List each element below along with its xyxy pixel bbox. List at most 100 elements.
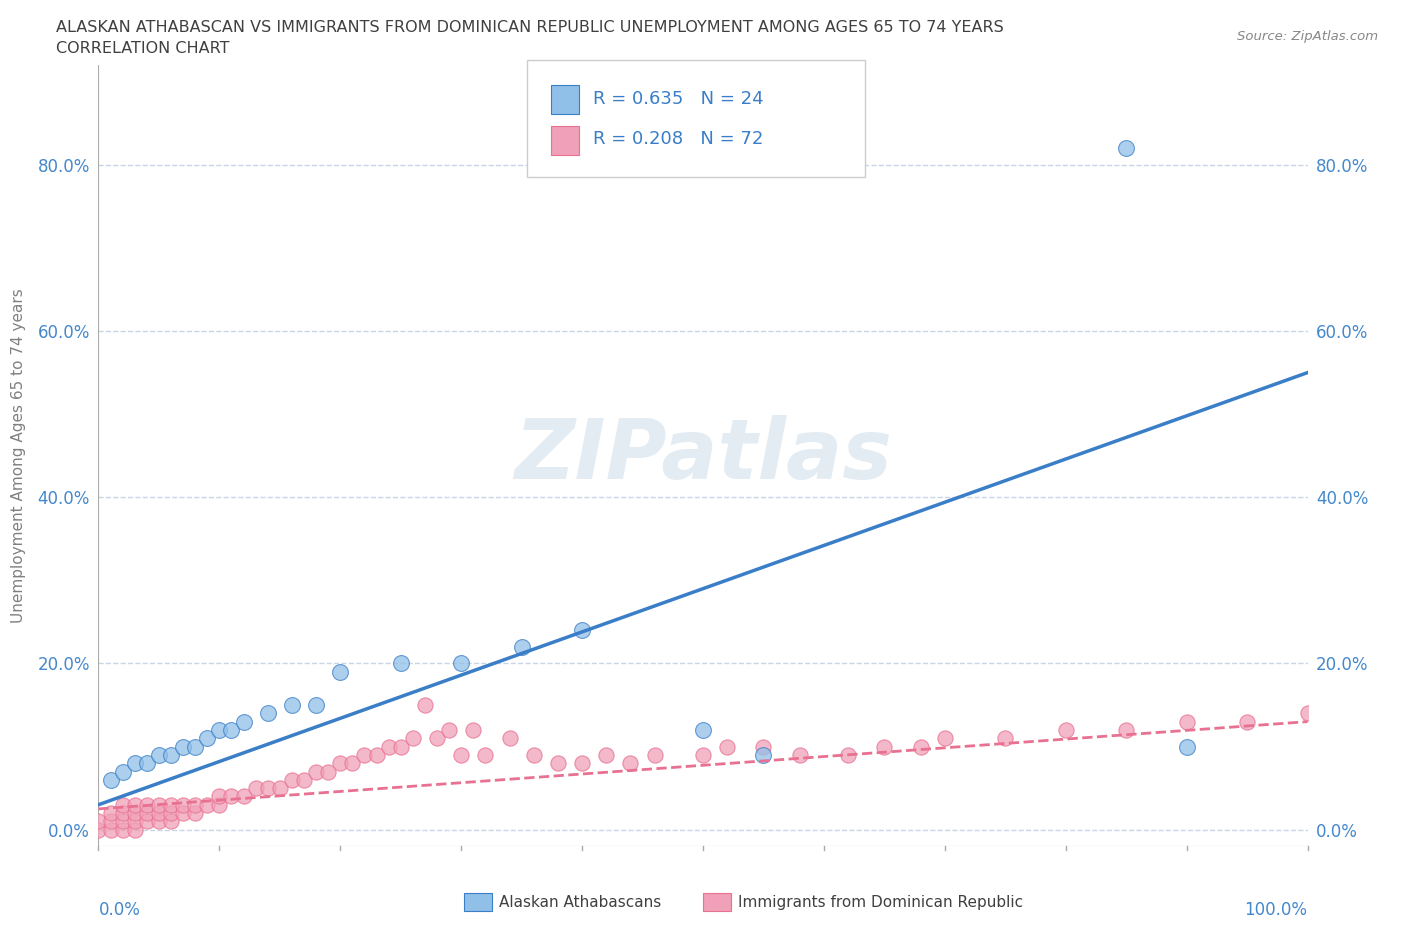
Point <box>111 805 134 820</box>
Point <box>463 723 485 737</box>
Point <box>426 731 449 746</box>
Point <box>571 623 593 638</box>
Point <box>571 756 593 771</box>
Point <box>450 748 472 763</box>
Point <box>1115 140 1137 155</box>
Point <box>184 739 207 754</box>
Point <box>1296 706 1319 721</box>
Point <box>1115 723 1137 737</box>
Text: Source: ZipAtlas.com: Source: ZipAtlas.com <box>1237 30 1378 43</box>
Point <box>752 748 775 763</box>
Point <box>498 731 520 746</box>
Point <box>256 780 278 795</box>
Point <box>160 814 183 829</box>
Point <box>789 748 811 763</box>
Text: Immigrants from Dominican Republic: Immigrants from Dominican Republic <box>738 895 1024 910</box>
Point <box>148 805 170 820</box>
Point <box>619 756 641 771</box>
Point <box>269 780 291 795</box>
Point <box>221 723 243 737</box>
Point <box>148 814 170 829</box>
Point <box>256 706 278 721</box>
Point <box>184 805 207 820</box>
Point <box>389 656 412 671</box>
Text: R = 0.635   N = 24: R = 0.635 N = 24 <box>593 89 763 108</box>
Point <box>208 789 231 804</box>
Point <box>329 664 352 679</box>
Point <box>692 748 714 763</box>
Point <box>135 756 157 771</box>
Point <box>184 797 207 812</box>
Point <box>111 797 134 812</box>
Point <box>450 656 472 671</box>
Point <box>232 714 254 729</box>
Point <box>111 764 134 779</box>
Point <box>377 739 399 754</box>
Text: ZIPatlas: ZIPatlas <box>515 415 891 497</box>
Point <box>148 797 170 812</box>
Point <box>305 698 328 712</box>
Point <box>366 748 388 763</box>
Point <box>1175 739 1198 754</box>
Point <box>160 805 183 820</box>
Point <box>111 814 134 829</box>
Point <box>281 698 304 712</box>
Point <box>221 789 243 804</box>
Text: CORRELATION CHART: CORRELATION CHART <box>56 41 229 56</box>
Point <box>124 805 146 820</box>
Point <box>208 797 231 812</box>
Point <box>389 739 412 754</box>
Point <box>523 748 546 763</box>
Point <box>124 822 146 837</box>
Point <box>208 723 231 737</box>
Point <box>716 739 738 754</box>
Point <box>124 814 146 829</box>
Point <box>195 797 218 812</box>
Point <box>752 739 775 754</box>
Point <box>172 739 194 754</box>
Point <box>135 814 157 829</box>
Point <box>100 773 122 788</box>
Point <box>195 731 218 746</box>
Point <box>100 822 122 837</box>
Point <box>100 805 122 820</box>
Point <box>413 698 436 712</box>
Point <box>402 731 425 746</box>
Point <box>1236 714 1258 729</box>
Point <box>232 789 254 804</box>
Point <box>160 797 183 812</box>
Point <box>1054 723 1077 737</box>
Point <box>87 822 110 837</box>
Point <box>281 773 304 788</box>
Text: 0.0%: 0.0% <box>98 901 141 919</box>
Point <box>595 748 617 763</box>
Point <box>316 764 339 779</box>
Point <box>353 748 375 763</box>
Point <box>292 773 315 788</box>
Point <box>124 797 146 812</box>
Point <box>437 723 460 737</box>
Point <box>100 814 122 829</box>
Y-axis label: Unemployment Among Ages 65 to 74 years: Unemployment Among Ages 65 to 74 years <box>11 288 27 623</box>
Point <box>87 814 110 829</box>
Point <box>135 805 157 820</box>
Text: 100.0%: 100.0% <box>1244 901 1308 919</box>
Point <box>692 723 714 737</box>
Point <box>111 822 134 837</box>
Text: R = 0.208   N = 72: R = 0.208 N = 72 <box>593 130 763 149</box>
Point <box>910 739 932 754</box>
Point <box>305 764 328 779</box>
Point <box>148 748 170 763</box>
Point <box>474 748 496 763</box>
Point <box>934 731 956 746</box>
Point <box>873 739 896 754</box>
Point <box>342 756 364 771</box>
Point <box>135 797 157 812</box>
Point <box>172 805 194 820</box>
Point <box>837 748 859 763</box>
Point <box>547 756 569 771</box>
Point <box>160 748 183 763</box>
Text: ALASKAN ATHABASCAN VS IMMIGRANTS FROM DOMINICAN REPUBLIC UNEMPLOYMENT AMONG AGES: ALASKAN ATHABASCAN VS IMMIGRANTS FROM DO… <box>56 20 1004 35</box>
Point <box>510 640 533 655</box>
Point <box>644 748 666 763</box>
